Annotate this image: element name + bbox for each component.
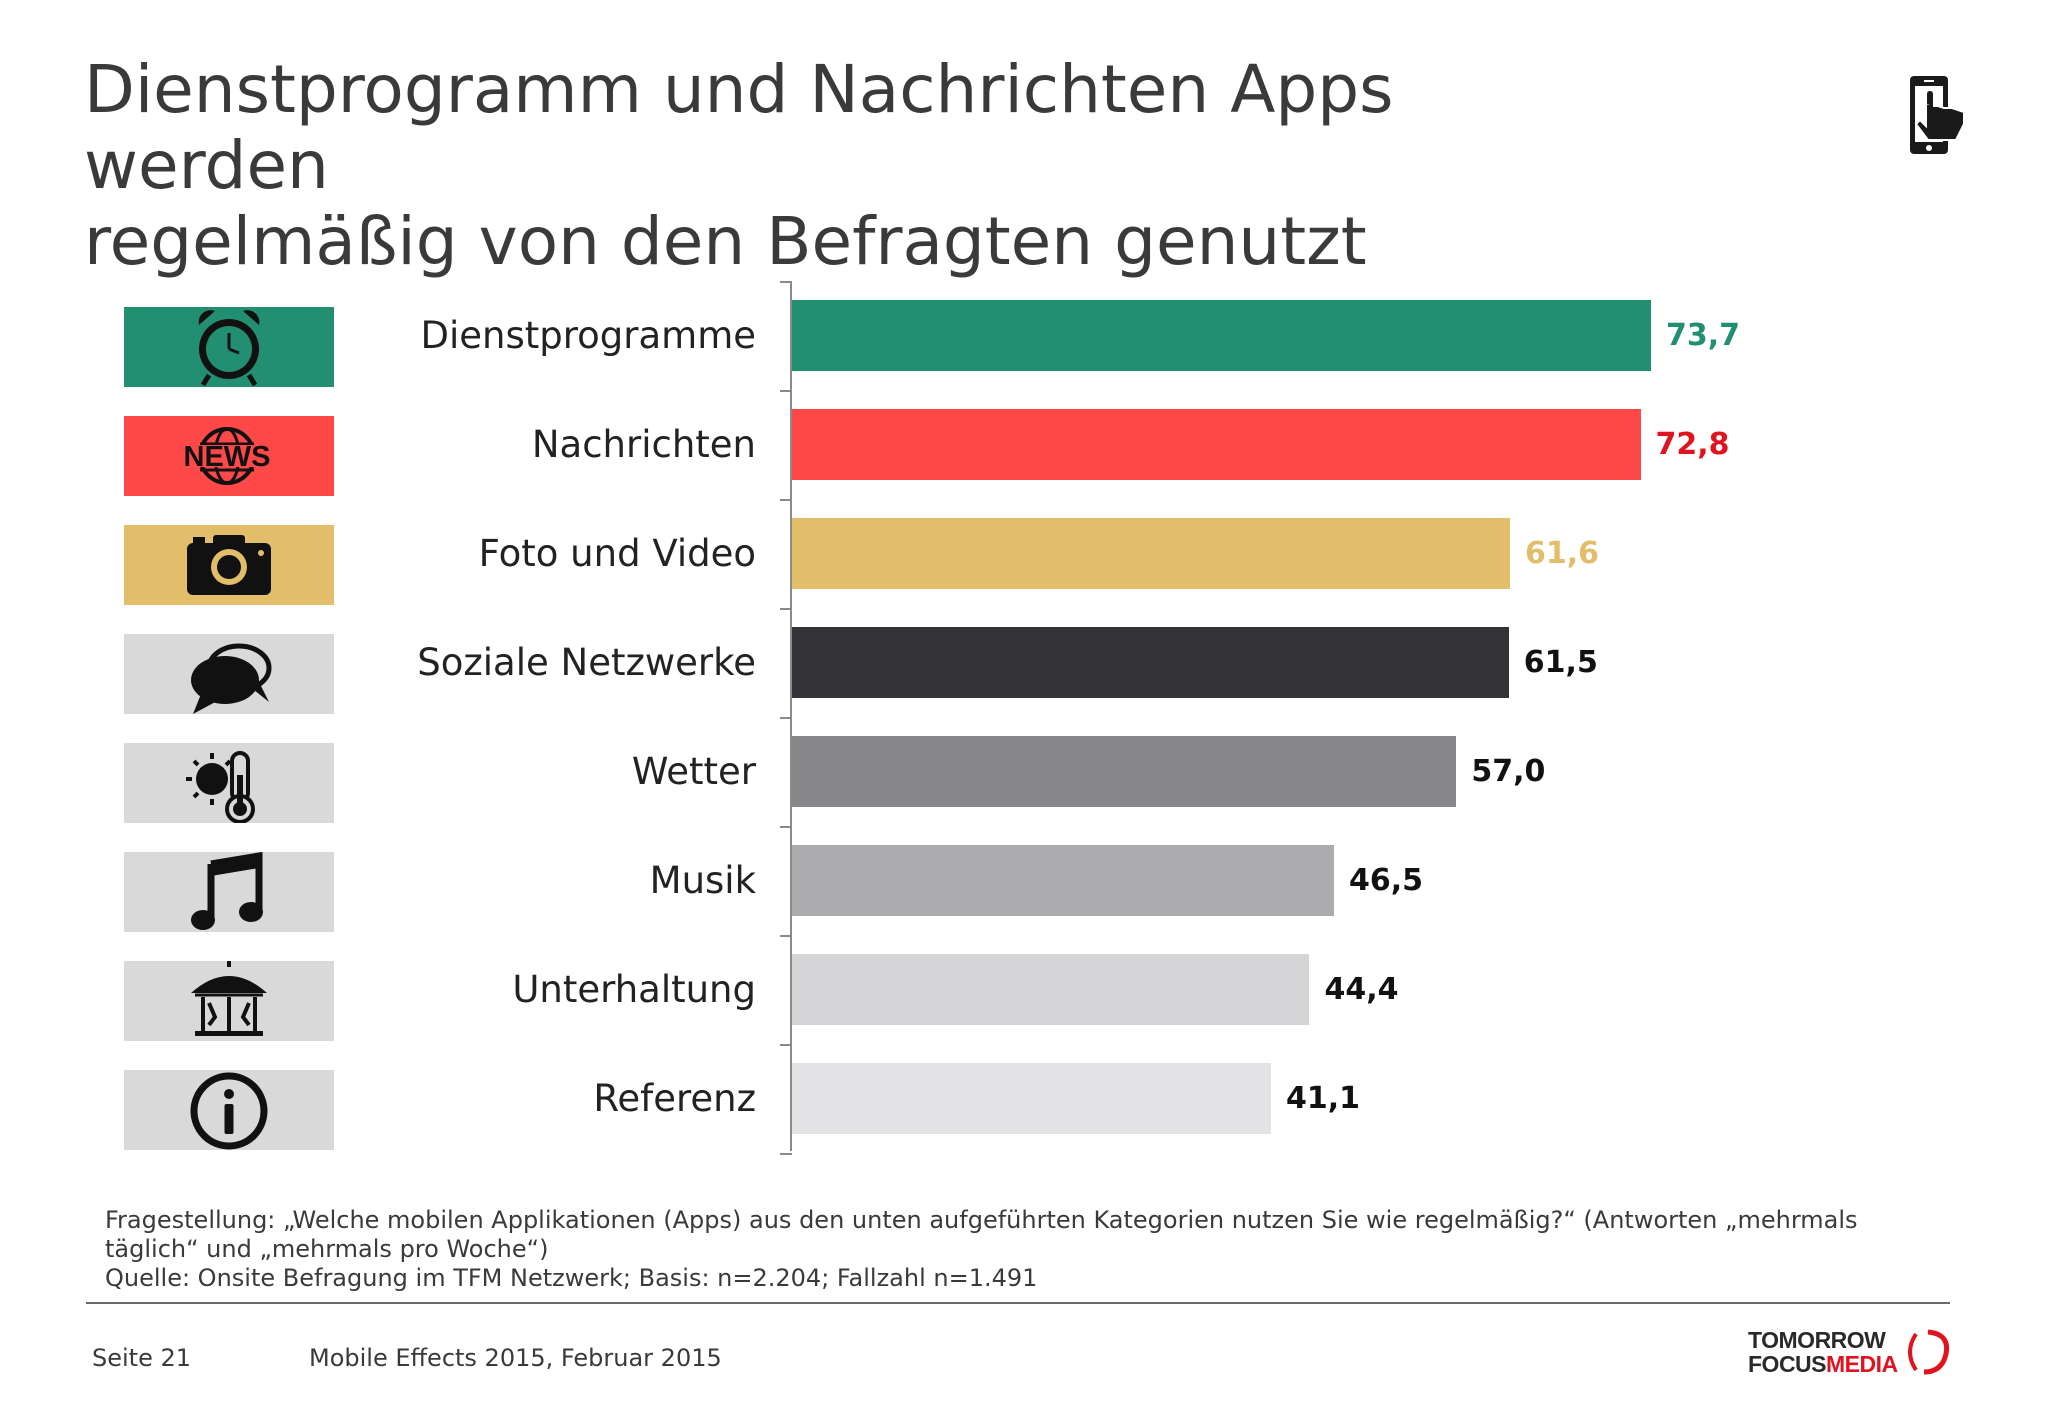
info-icon <box>124 1070 334 1150</box>
news-globe-icon: NEWS <box>124 416 334 496</box>
category-icon-box <box>124 1070 334 1150</box>
data-label: 41,1 <box>1286 1081 1361 1116</box>
study-name: Mobile Effects 2015, Februar 2015 <box>309 1344 722 1372</box>
page-number: Seite 21 <box>92 1344 192 1372</box>
bar <box>792 736 1457 807</box>
category-axis <box>790 281 792 1151</box>
svg-text:NEWS: NEWS <box>184 441 271 473</box>
logo-swirl-icon <box>1908 1329 1950 1375</box>
bar <box>792 1063 1272 1134</box>
category-icon-box <box>124 743 334 823</box>
axis-tick <box>780 1044 792 1046</box>
page-title-line-1: Dienstprogramm und Nachrichten Apps werd… <box>84 51 1394 204</box>
axis-tick <box>780 499 792 501</box>
category-label: Musik <box>649 859 756 902</box>
bar <box>792 845 1334 916</box>
data-label: 61,5 <box>1523 645 1598 680</box>
axis-tick <box>780 826 792 828</box>
bar <box>792 627 1509 698</box>
footnote-question-line-1: Fragestellung: „Welche mobilen Applikati… <box>105 1206 1858 1234</box>
category-icon-box <box>124 307 334 387</box>
category-icon-box <box>124 634 334 714</box>
axis-tick <box>780 281 792 283</box>
axis-tick <box>780 390 792 392</box>
category-icon-box <box>124 525 334 605</box>
data-label: 73,7 <box>1666 318 1741 353</box>
category-label: Soziale Netzwerke <box>417 641 756 684</box>
data-label: 46,5 <box>1348 863 1423 898</box>
weather-thermometer-icon <box>124 743 334 823</box>
bar <box>792 409 1641 480</box>
tomorrow-focus-media-logo: TOMORROW FOCUSMEDIA <box>1748 1326 1958 1378</box>
footnote-source: Quelle: Onsite Befragung im TFM Netzwerk… <box>105 1264 1038 1292</box>
category-icon-box <box>124 961 334 1041</box>
speech-bubbles-icon <box>124 634 334 714</box>
data-label: 57,0 <box>1471 754 1546 789</box>
category-label: Unterhaltung <box>512 968 756 1011</box>
category-label: Wetter <box>631 750 756 793</box>
axis-tick <box>780 717 792 719</box>
page-title: Dienstprogramm und Nachrichten Apps werd… <box>84 52 1644 280</box>
bar <box>792 518 1510 589</box>
category-icon-box <box>124 852 334 932</box>
bar <box>792 300 1651 371</box>
axis-tick <box>780 1153 792 1155</box>
page-title-line-2: regelmäßig von den Befragten genutzt <box>84 203 1367 280</box>
category-label: Referenz <box>593 1077 756 1120</box>
category-label: Foto und Video <box>478 532 756 575</box>
logo-media: MEDIA <box>1826 1351 1898 1377</box>
bar-chart: Dienstprogramme 73,7 NEWS Nachrichten 72,8 … <box>124 281 1741 1155</box>
category-label: Dienstprogramme <box>420 314 756 357</box>
axis-tick <box>780 608 792 610</box>
logo-focus: FOCUS <box>1748 1351 1827 1377</box>
footnote-question-line-2: täglich“ und „mehrmals pro Woche“) <box>105 1235 549 1263</box>
footnote: Fragestellung: „Welche mobilen Applikati… <box>105 1206 1905 1293</box>
data-label: 72,8 <box>1655 427 1730 462</box>
data-label: 61,6 <box>1524 536 1599 571</box>
logo-line-1: TOMORROW <box>1748 1327 1886 1353</box>
footer-divider <box>86 1302 1950 1304</box>
data-label: 44,4 <box>1324 972 1399 1007</box>
alarm-clock-icon <box>124 307 334 387</box>
axis-tick <box>780 935 792 937</box>
bar <box>792 954 1310 1025</box>
category-icon-box: NEWS <box>124 416 334 496</box>
music-note-icon <box>124 852 334 932</box>
camera-icon <box>124 525 334 605</box>
logo-line-2: FOCUSMEDIA <box>1748 1352 1898 1376</box>
category-label: Nachrichten <box>531 423 756 466</box>
carousel-icon <box>124 961 334 1041</box>
smartphone-touch-icon <box>1910 76 1965 154</box>
